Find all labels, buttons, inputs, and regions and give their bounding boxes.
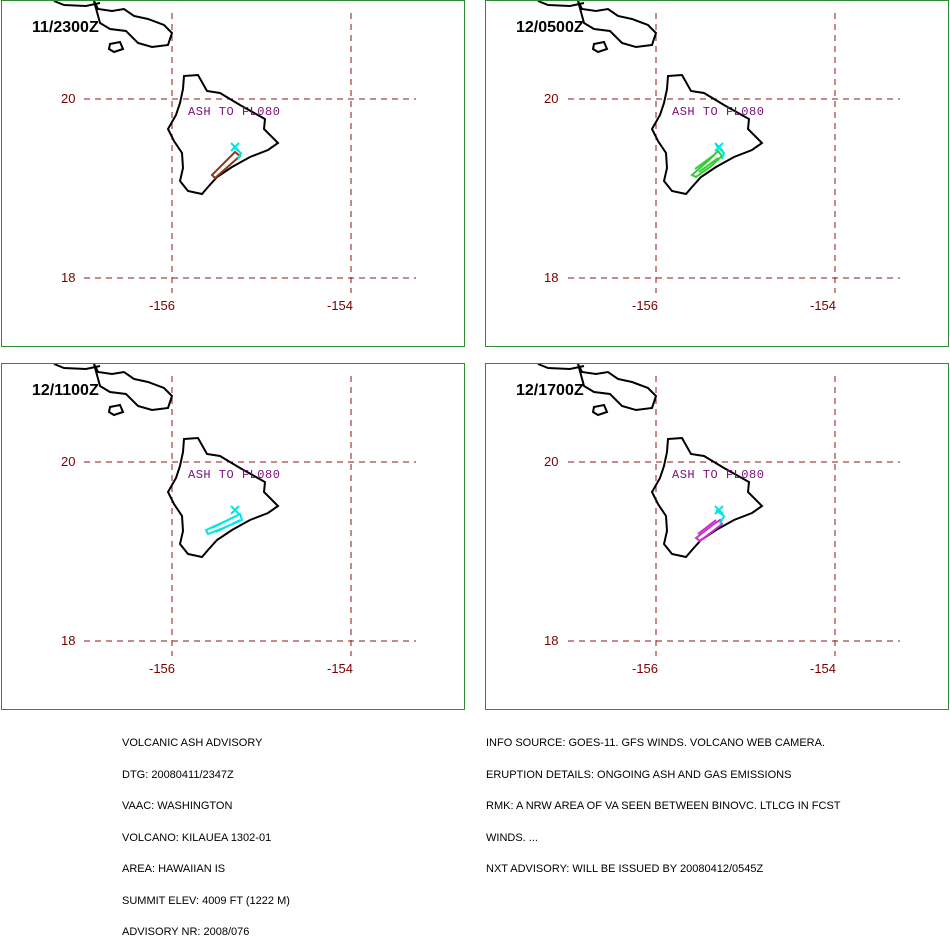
lon-label-154: -154 [327, 298, 354, 313]
map-svg [537, 364, 900, 656]
advisory-line: DTG: 20080411/2347Z [122, 768, 234, 781]
kahoolawe-coastline [107, 403, 125, 417]
lat-label-20: 20 [544, 91, 559, 106]
forecast-time: 11/2300Z [32, 19, 99, 36]
advisory-line: WINDS. ... [486, 831, 538, 844]
advisory-line: VOLCANO: KILAUEA 1302-01 [122, 831, 272, 844]
lon-label-156: -156 [149, 298, 176, 313]
ash-plume-outline [715, 144, 726, 160]
molokai-coastline [537, 364, 585, 371]
kahoolawe-coastline [591, 40, 609, 54]
forecast-time: 12/1700Z [516, 382, 584, 399]
map-panel-2: 12/0500Z ASH TO FL080 20 18 -156 -154 [485, 0, 949, 347]
molokai-coastline [537, 1, 585, 8]
kahoolawe-coastline [591, 403, 609, 417]
advisory-line: ERUPTION DETAILS: ONGOING ASH AND GAS EM… [486, 768, 792, 781]
advisory-line: INFO SOURCE: GOES-11. GFS WINDS. VOLCANO… [486, 737, 826, 749]
ash-plume-lines [697, 519, 717, 535]
forecast-time: 12/0500Z [516, 19, 584, 36]
ash-plume-lines [211, 515, 241, 533]
volcano-marker [230, 505, 240, 515]
lat-label-18: 18 [61, 270, 76, 285]
map-panel-4: 12/1700Z ASH TO FL080 20 18 -156 -154 [485, 363, 949, 710]
advisory-left: VOLCANIC ASH ADVISORY DTG: 20080411/2347… [122, 717, 290, 948]
lat-label-20: 20 [61, 454, 76, 469]
kahoolawe-coastline [107, 40, 125, 54]
lon-label-156: -156 [632, 298, 659, 313]
ash-plume [694, 518, 724, 543]
big-island-coastline [166, 73, 280, 196]
advisory-line: RMK: A NRW AREA OF VA SEEN BETWEEN BINOV… [486, 800, 841, 812]
map-panel-1: 11/2300Z ASH TO FL080 20 18 -156 -154 [1, 0, 465, 347]
map-svg [53, 1, 416, 293]
advisory-line: VOLCANIC ASH ADVISORY [122, 737, 263, 749]
map-svg [53, 364, 416, 656]
lat-label-18: 18 [544, 633, 559, 648]
advisory-right: INFO SOURCE: GOES-11. GFS WINDS. VOLCANO… [486, 717, 841, 885]
lon-label-156: -156 [149, 661, 176, 676]
big-island-coastline [650, 436, 764, 559]
lon-label-154: -154 [810, 661, 837, 676]
big-island-coastline [166, 436, 280, 559]
advisory-line: NXT ADVISORY: WILL BE ISSUED BY 20080412… [486, 863, 764, 875]
maui-coastline [93, 1, 174, 49]
advisory-line: AREA: HAWAIIAN IS [122, 863, 226, 875]
molokai-coastline [53, 364, 101, 371]
lat-label-20: 20 [544, 454, 559, 469]
maui-coastline [93, 364, 174, 412]
lon-label-154: -154 [327, 661, 354, 676]
advisory-line: SUMMIT ELEV: 4009 FT (1222 M) [122, 894, 290, 907]
volcano-marker [714, 505, 724, 515]
ash-plume-outline [232, 146, 243, 160]
ash-plume-outline [715, 509, 726, 525]
maui-coastline [577, 364, 658, 412]
advisory-line: ADVISORY NR: 2008/076 [122, 926, 250, 938]
map-svg [537, 1, 900, 293]
ash-height-label: ASH TO FL080 [188, 468, 281, 482]
lon-label-156: -156 [632, 661, 659, 676]
ash-height-label: ASH TO FL080 [188, 105, 281, 119]
lat-label-18: 18 [61, 633, 76, 648]
advisory-line: VAAC: WASHINGTON [122, 800, 233, 812]
ash-plume-lines [694, 154, 719, 173]
lat-label-20: 20 [61, 91, 76, 106]
maui-coastline [577, 1, 658, 49]
lat-label-18: 18 [544, 270, 559, 285]
ash-height-label: ASH TO FL080 [672, 105, 765, 119]
ash-plume [204, 512, 244, 536]
forecast-time: 12/1100Z [32, 382, 99, 399]
big-island-coastline [650, 73, 764, 196]
ash-height-label: ASH TO FL080 [672, 468, 765, 482]
map-panel-3: 12/1100Z ASH TO FL080 20 18 -156 -154 [1, 363, 465, 710]
molokai-coastline [53, 1, 101, 8]
lon-label-154: -154 [810, 298, 837, 313]
